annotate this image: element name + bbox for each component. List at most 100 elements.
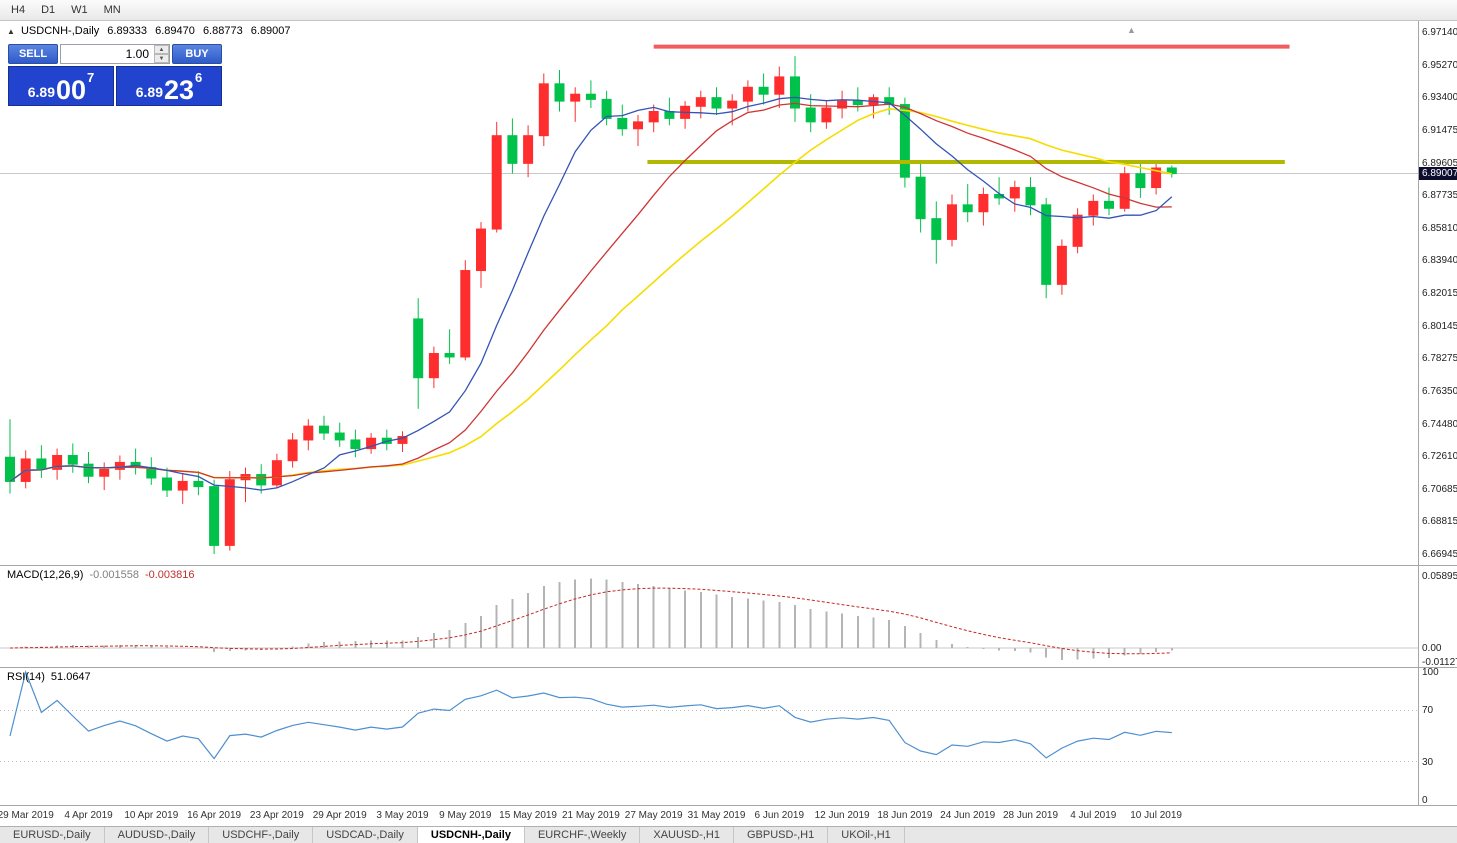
- chart-title: ▲ USDCNH-,Daily 6.89333 6.89470 6.88773 …: [7, 25, 291, 37]
- price-axis-label: 6.95270: [1422, 59, 1457, 71]
- date-label: 3 May 2019: [376, 810, 429, 821]
- buy-price-figure: 6.89: [135, 84, 163, 100]
- date-label: 27 May 2019: [624, 810, 683, 821]
- price-axis-label: 6.89605: [1422, 157, 1457, 169]
- panel-splitter-rsi[interactable]: [0, 667, 1457, 668]
- buy-price-display[interactable]: 6.89 23 6: [116, 66, 222, 106]
- chart-tab-gbpusd-h1[interactable]: GBPUSD-,H1: [734, 827, 829, 843]
- rsi-name: RSI(14): [7, 671, 45, 683]
- timeframe-button-mn[interactable]: MN: [97, 2, 128, 18]
- sell-price-display[interactable]: 6.89 00 7: [8, 66, 114, 106]
- collapse-panel-icon[interactable]: ▲: [7, 27, 15, 36]
- arrow-down-icon[interactable]: ▼: [154, 54, 169, 63]
- price-axis-label: 6.87735: [1422, 190, 1457, 202]
- rsi-indicator-label: RSI(14) 51.0647: [7, 671, 91, 683]
- date-label: 29 Apr 2019: [312, 810, 367, 821]
- price-axis-label: 6.85810: [1422, 222, 1457, 234]
- date-label: 28 Jun 2019: [1002, 810, 1059, 821]
- macd-axis-label: -0.01127: [1422, 656, 1457, 668]
- macd-axis[interactable]: 0.05895 0.00 -0.01127: [1419, 566, 1457, 668]
- date-label: 29 Mar 2019: [0, 810, 54, 821]
- panel-splitter-dates: [0, 805, 1457, 806]
- rsi-line: [9, 670, 1172, 760]
- macd-signal-line: [9, 587, 1172, 655]
- rsi-axis-label: 30: [1422, 756, 1434, 768]
- date-label: 10 Jul 2019: [1130, 810, 1182, 821]
- chart-tab-usdchf-daily[interactable]: USDCHF-,Daily: [209, 827, 314, 843]
- price-axis-label: 6.68815: [1422, 516, 1457, 528]
- price-axis-label: 6.78275: [1422, 353, 1457, 365]
- date-label: 21 May 2019: [561, 810, 620, 821]
- price-axis-label: 6.82015: [1422, 288, 1457, 299]
- sell-button[interactable]: SELL: [8, 44, 58, 64]
- date-label: 4 Apr 2019: [64, 810, 113, 821]
- date-label: 24 Jun 2019: [940, 810, 996, 821]
- sell-price-pips: 00: [55, 75, 87, 105]
- date-label: 16 Apr 2019: [187, 810, 242, 821]
- chart-tab-ukoil-h1[interactable]: UKOil-,H1: [828, 827, 905, 843]
- macd-axis-label: 0.05895: [1422, 571, 1457, 583]
- chart-tab-usdcnh-daily[interactable]: USDCNH-,Daily: [417, 827, 525, 843]
- rsi-axis-label: 0: [1422, 795, 1428, 806]
- macd-signal-value: -0.003816: [144, 569, 195, 581]
- sell-price-point: 7: [87, 70, 95, 85]
- timeframe-button-d1[interactable]: D1: [34, 2, 62, 18]
- ma_fast-line: [9, 96, 1173, 491]
- timeframe-button-w1[interactable]: W1: [64, 2, 95, 18]
- timeframe-button-h4[interactable]: H4: [4, 2, 32, 18]
- panel-splitter-macd[interactable]: [0, 565, 1457, 566]
- volume-value: 1.00: [125, 47, 149, 61]
- macd-histogram: [24, 578, 1173, 660]
- date-label: 10 Apr 2019: [124, 810, 179, 821]
- price-axis-separator: [1418, 21, 1419, 806]
- date-label: 15 May 2019: [499, 810, 558, 821]
- date-axis[interactable]: 29 Mar 2019 4 Apr 2019 10 Apr 2019 16 Apr 2…: [0, 806, 1418, 826]
- date-label: 9 May 2019: [439, 810, 492, 821]
- price-axis-label: 6.66945: [1422, 549, 1457, 560]
- one-click-trading-panel: SELL 1.00 ▲ ▼ BUY 6.89 00 7 6.89 23 6: [8, 44, 222, 106]
- volume-spinner: ▲ ▼: [154, 45, 169, 63]
- buy-price-point: 6: [195, 70, 203, 85]
- chart-tab-eurusd-daily[interactable]: EURUSD-,Daily: [0, 827, 105, 843]
- date-label: 18 Jun 2019: [877, 810, 933, 821]
- buy-button[interactable]: BUY: [172, 44, 222, 64]
- price-axis-label: 6.70685: [1422, 483, 1457, 495]
- macd-indicator-label: MACD(12,26,9) -0.001558 -0.003816: [7, 569, 195, 581]
- date-label: 31 May 2019: [687, 810, 746, 821]
- ohlc-low: 6.88773: [202, 25, 243, 37]
- timeframe-toolbar: H4 D1 W1 MN: [0, 0, 1457, 21]
- ohlc-close: 6.89007: [250, 25, 291, 37]
- macd-name: MACD(12,26,9): [7, 569, 84, 581]
- chart-tab-usdcad-daily[interactable]: USDCAD-,Daily: [313, 827, 418, 843]
- arrow-up-icon[interactable]: ▲: [154, 45, 169, 54]
- price-axis-label: 6.72610: [1422, 451, 1457, 463]
- macd-main-value: -0.001558: [89, 569, 139, 581]
- rsi-axis-label: 100: [1422, 667, 1439, 678]
- date-label: 12 Jun 2019: [814, 810, 870, 821]
- date-label: 23 Apr 2019: [249, 810, 304, 821]
- ohlc-open: 6.89333: [107, 25, 148, 37]
- price-axis-label: 6.76350: [1422, 385, 1457, 397]
- rsi-value: 51.0647: [50, 671, 91, 683]
- price-axis-label: 6.80145: [1422, 320, 1457, 332]
- current-price-tag: 6.89007: [1419, 166, 1457, 180]
- price-axis-label: 6.74480: [1422, 418, 1457, 430]
- price-axis[interactable]: 6.89007 6.97140 6.95270 6.93400 6.91475 6.89…: [1419, 21, 1457, 566]
- ohlc-high: 6.89470: [155, 25, 195, 37]
- ma_mid-line: [9, 102, 1172, 482]
- chart-tab-eurchf-weekly[interactable]: EURCHF-,Weekly: [525, 827, 641, 843]
- date-label: 6 Jun 2019: [754, 810, 805, 821]
- price-axis-label: 6.93400: [1422, 92, 1457, 104]
- macd-axis-label: 0.00: [1422, 643, 1442, 654]
- volume-field[interactable]: 1.00 ▲ ▼: [60, 44, 170, 64]
- date-label: 4 Jul 2019: [1070, 810, 1117, 821]
- chart-shift-icon[interactable]: ▲: [1127, 25, 1136, 35]
- ma_slow-line: [9, 107, 1172, 483]
- chart-tabs-bar: EURUSD-,Daily AUDUSD-,Daily USDCHF-,Daily U…: [0, 826, 1457, 843]
- symbol-period-label: USDCNH-,Daily: [20, 25, 100, 37]
- chart-tab-xauusd-h1[interactable]: XAUUSD-,H1: [640, 827, 734, 843]
- rsi-axis[interactable]: 100 70 30 0: [1419, 667, 1457, 806]
- chart-tab-audusd-daily[interactable]: AUDUSD-,Daily: [105, 827, 210, 843]
